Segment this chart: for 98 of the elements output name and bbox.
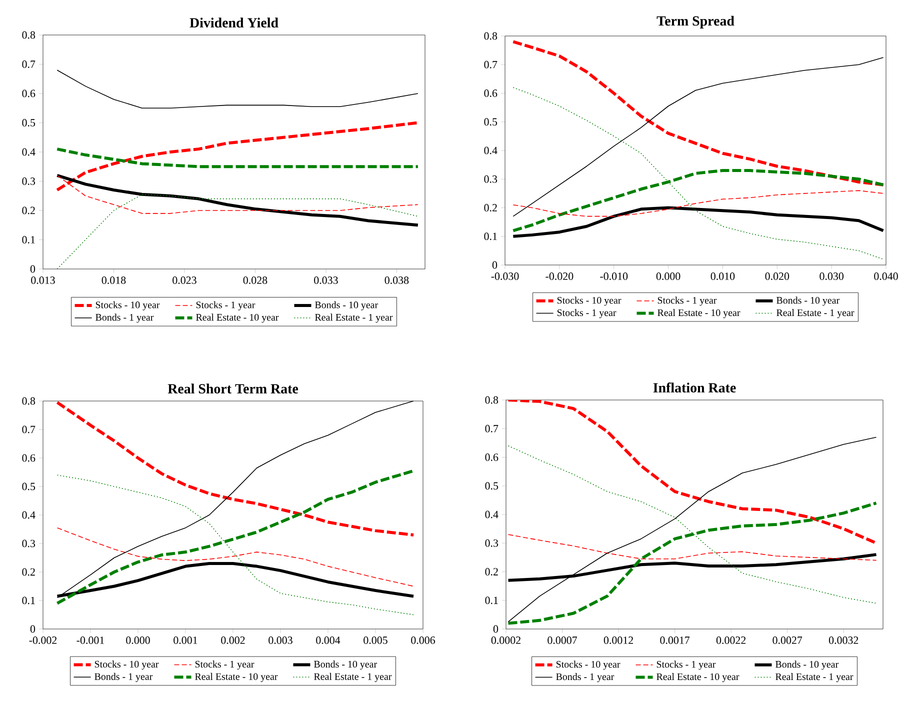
y-tick-label: 0.8 [22, 31, 36, 39]
legend-label: Real Estate - 10 year [656, 673, 740, 682]
y-tick-label: 0.6 [22, 90, 36, 98]
x-tick-label: 0.003 [268, 636, 292, 644]
x-tick-label: 0.023 [172, 276, 196, 284]
y-tick-label: 0.5 [485, 482, 498, 490]
chart-title: Term Spread [656, 16, 734, 28]
y-tick-label: 0.1 [22, 596, 35, 604]
x-tick-label: -0.010 [600, 272, 628, 280]
x-tick-label: 0.018 [102, 276, 126, 284]
x-tick-label: 0.0012 [604, 636, 634, 644]
legend-label: Bonds - 10 year [776, 296, 840, 306]
y-tick-label: 0.3 [22, 540, 36, 548]
y-tick-label: 0.6 [484, 90, 498, 97]
legend-label: Real Estate - 1 year [776, 309, 854, 318]
y-tick-label: 0.7 [484, 60, 498, 68]
y-tick-label: 0.6 [22, 454, 36, 462]
legend-label: Bonds - 1 year [96, 314, 154, 323]
y-tick-label: 0.2 [484, 204, 497, 212]
y-tick-label: 0.2 [22, 206, 35, 214]
legend-label: Stocks - 10 year [557, 296, 622, 306]
x-tick-label: 0.0007 [548, 636, 578, 644]
x-tick-label: 0.005 [364, 636, 388, 644]
legend-label: Bonds - 1 year [556, 673, 614, 682]
x-tick-label: 0.001 [174, 636, 198, 644]
legend-label: Bonds - 10 year [776, 660, 839, 670]
y-tick-label: 0.7 [485, 424, 498, 432]
y-tick-label: 0.3 [485, 539, 498, 547]
y-tick-label: 0.4 [485, 510, 498, 518]
y-tick-label: 0.5 [484, 118, 498, 126]
legend-label: Real Estate - 1 year [314, 672, 392, 682]
y-tick-label: 0 [30, 625, 36, 633]
legend-label: Stocks - 10 year [96, 301, 160, 310]
legend-label: Stocks - 1 year [557, 309, 616, 318]
legend-label: Stocks - 10 year [94, 660, 159, 670]
y-tick-label: 0.6 [485, 454, 498, 461]
chart-title: Real Short Term Rate [168, 384, 298, 394]
x-tick-label: 0.033 [314, 276, 338, 284]
x-tick-label: 0.020 [765, 272, 790, 280]
line-series [508, 534, 877, 561]
y-tick-label: 0.3 [484, 175, 498, 183]
x-tick-label: 0.038 [384, 276, 409, 284]
chart-title: Dividend Yield [190, 18, 278, 28]
x-tick-label: 0.0022 [716, 636, 746, 644]
x-tick-label: 0.040 [874, 272, 898, 280]
legend-label: Bonds - 1 year [94, 672, 153, 682]
y-tick-label: 0.4 [22, 148, 36, 156]
y-tick-label: 0.7 [22, 60, 36, 68]
y-tick-label: 0 [492, 261, 498, 269]
x-tick-label: 0.028 [243, 276, 268, 284]
x-tick-label: 0.006 [411, 636, 436, 644]
y-tick-label: 0.4 [484, 146, 498, 154]
legend-label: Stocks - 1 year [195, 660, 254, 670]
x-tick-label: 0.0032 [828, 636, 858, 644]
y-tick-label: 0.8 [485, 396, 498, 404]
y-tick-label: 0.4 [22, 511, 36, 519]
y-tick-label: 0.5 [22, 482, 36, 490]
x-tick-label: -0.030 [491, 272, 519, 280]
line-series [512, 190, 884, 217]
line-series [506, 400, 878, 545]
legend-label: Bonds - 10 year [315, 301, 378, 310]
x-tick-label: 0.030 [820, 272, 844, 280]
y-tick-label: 0.3 [22, 178, 36, 185]
y-tick-label: 0.2 [22, 568, 35, 576]
legend-label: Stocks - 1 year [658, 296, 717, 306]
legend-label: Real Estate - 1 year [315, 314, 393, 323]
legend-label: Stocks - 1 year [196, 301, 256, 310]
legend-label: Stocks - 1 year [656, 660, 716, 670]
legend-label: Stocks - 10 year [556, 660, 620, 670]
y-tick-label: 0.7 [22, 426, 36, 434]
legend-label: Real Estate - 1 year [776, 673, 854, 682]
legend-label: Real Estate - 10 year [196, 314, 279, 323]
x-tick-label: 0.0027 [772, 636, 802, 644]
y-tick-label: 0 [30, 265, 36, 273]
x-tick-label: 0.013 [31, 276, 55, 284]
x-tick-label: -0.020 [546, 272, 574, 280]
line-series [56, 527, 414, 587]
x-tick-label: -0.002 [29, 636, 57, 644]
legend-label: Bonds - 10 year [314, 660, 377, 670]
x-tick-label: 0.004 [316, 636, 340, 644]
x-tick-label: 0.002 [221, 636, 245, 644]
x-tick-label: 0.0017 [660, 636, 690, 644]
x-tick-label: 0.0002 [491, 636, 520, 644]
y-tick-label: 0.8 [22, 397, 36, 405]
x-tick-label: 0.000 [126, 636, 150, 644]
x-tick-label: 0.000 [656, 272, 680, 280]
y-tick-label: 0.8 [484, 32, 498, 40]
y-tick-label: 0.1 [484, 232, 497, 240]
legend-label: Real Estate - 10 year [195, 672, 278, 682]
x-tick-label: 0.010 [710, 272, 735, 280]
chart-title: Inflation Rate [653, 382, 736, 393]
legend-label: Real Estate - 10 year [658, 309, 740, 318]
y-tick-label: 0.5 [22, 119, 36, 126]
y-tick-label: 0.1 [22, 236, 35, 244]
y-tick-label: 0.1 [485, 596, 498, 604]
y-tick-label: 0 [493, 625, 498, 633]
y-tick-label: 0.2 [485, 568, 498, 576]
x-tick-label: -0.001 [76, 636, 104, 644]
